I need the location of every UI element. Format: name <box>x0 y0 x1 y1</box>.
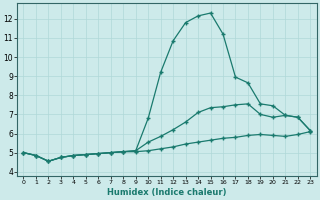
X-axis label: Humidex (Indice chaleur): Humidex (Indice chaleur) <box>107 188 227 197</box>
